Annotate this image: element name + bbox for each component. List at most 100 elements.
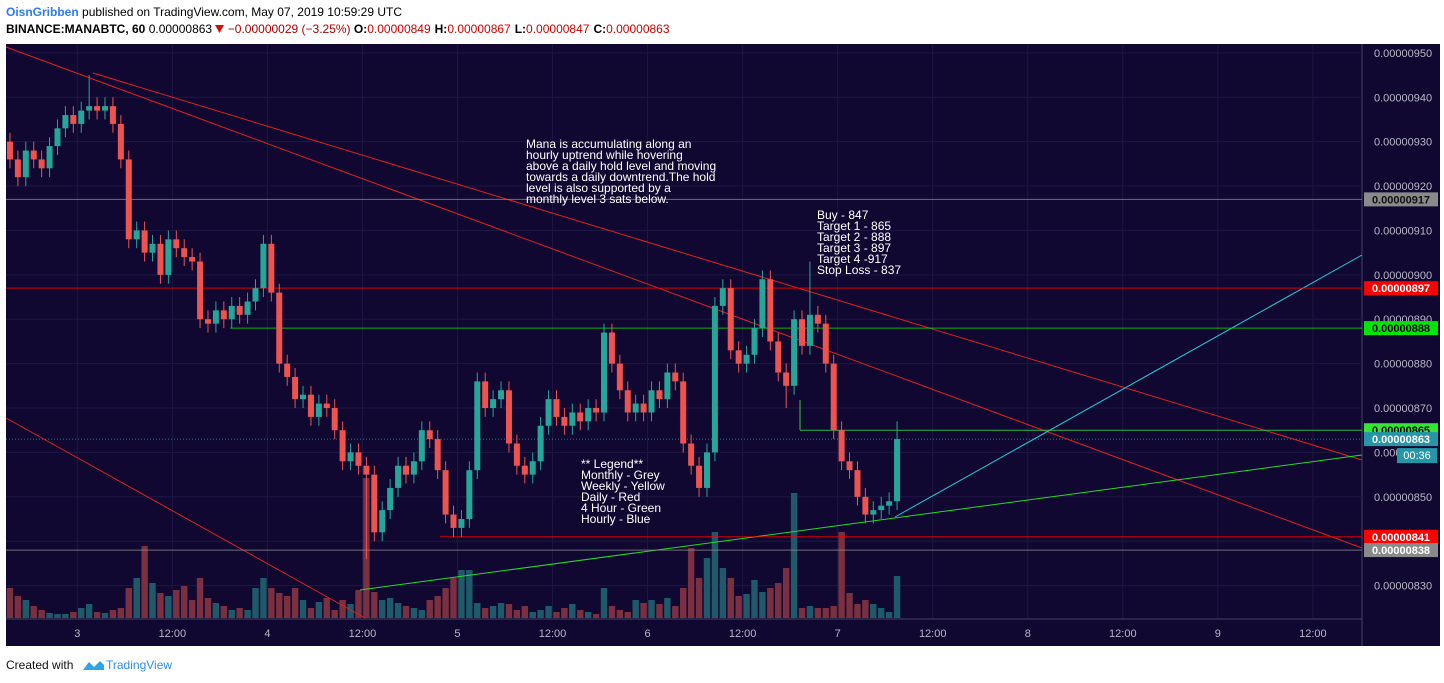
volume-bar: [846, 593, 853, 618]
candle-body: [585, 408, 592, 422]
candle-body: [30, 150, 37, 160]
volume-bar: [735, 596, 742, 618]
drawings: [5, 46, 1363, 619]
candle-body: [806, 314, 813, 346]
volume-bar: [458, 570, 465, 618]
y-tick-label: 0.00000830: [1374, 581, 1432, 593]
candle-body: [767, 279, 774, 342]
candle-body: [569, 412, 576, 426]
volume-bar: [260, 578, 267, 618]
volume-bar: [695, 578, 703, 618]
volume-bar: [14, 596, 22, 618]
candle-body: [22, 150, 29, 178]
candle-body: [70, 115, 77, 124]
candle-body: [315, 403, 322, 417]
price-label: 0.00000897: [1372, 283, 1430, 295]
volume-bar: [751, 580, 758, 618]
y-tick-label: 0.00000920: [1374, 181, 1432, 193]
candle-body: [529, 461, 536, 475]
candle-body: [680, 381, 687, 444]
volume-bar: [315, 602, 323, 618]
candle-body: [402, 465, 409, 475]
price-label-box: [1364, 192, 1438, 207]
candle-body: [260, 243, 267, 289]
x-tick-label: 12:00: [919, 628, 947, 640]
candle-body: [553, 399, 560, 417]
candle-body: [268, 243, 275, 293]
volume-bar: [109, 610, 117, 618]
volume-bar: [577, 610, 584, 618]
volume-bar: [584, 612, 592, 618]
candle-body: [395, 465, 402, 488]
note-line: Target 3 - 897: [817, 241, 891, 255]
note-line: towards a daily downtrend.The hold: [526, 170, 715, 184]
x-tick-label: 7: [835, 628, 841, 640]
volume-bar: [545, 606, 552, 618]
volume-bar: [62, 614, 69, 618]
candle-body: [775, 341, 782, 373]
ohlc-value: 0.00000863: [606, 22, 670, 36]
candle-body: [783, 372, 790, 386]
candle-body: [474, 381, 481, 471]
published: published on TradingView.com, May 07, 20…: [82, 5, 403, 19]
volume-bar: [133, 578, 140, 618]
candle-body: [466, 470, 473, 520]
levels: [6, 198, 1362, 551]
candle-body: [513, 443, 520, 466]
volume-bar: [632, 600, 639, 618]
volume-bar: [505, 604, 513, 618]
candle-body: [624, 390, 631, 413]
volume-bar: [537, 610, 544, 618]
trend-line: [894, 254, 1363, 518]
candle-body: [434, 439, 441, 471]
volume-bar: [323, 598, 330, 618]
candle-body: [355, 452, 362, 466]
y-tick-label: 0.00000850: [1374, 492, 1432, 504]
volume-bar: [394, 603, 402, 618]
volume-bar: [38, 610, 45, 618]
volume-bar: [640, 603, 647, 618]
ohlc-value: 0.00000867: [447, 22, 511, 36]
candle-body: [688, 443, 695, 466]
volume-bar: [212, 603, 220, 618]
volume-bar: [244, 610, 251, 618]
price-label: 0.00000917: [1372, 194, 1430, 206]
volume-bar: [561, 608, 568, 618]
x-tick-label: 4: [264, 628, 270, 640]
volume-bar: [276, 593, 283, 618]
countdown: 00:36: [1403, 450, 1431, 462]
candle-body: [54, 128, 61, 147]
candle-body: [656, 390, 663, 400]
note-line: Stop Loss - 837: [817, 263, 901, 277]
candle-body: [846, 461, 853, 471]
x-tick-label: 3: [74, 628, 80, 640]
volume-bar: [30, 606, 37, 618]
brand[interactable]: TradingView: [106, 658, 172, 672]
countdown-box: [1397, 448, 1437, 464]
last-price: 0.00000863: [148, 22, 213, 36]
author[interactable]: OisnGribben: [6, 5, 79, 19]
volume-bar: [331, 610, 338, 618]
volume-bar: [22, 600, 30, 618]
candle-body: [86, 106, 93, 111]
symbol: BINANCE:MANABTC, 60: [6, 22, 146, 36]
y-tick-label: 0.00000930: [1374, 137, 1432, 149]
volume-bar: [181, 586, 188, 618]
volume-bar: [188, 600, 196, 618]
candle-body: [141, 230, 148, 253]
candle-body: [442, 470, 449, 515]
candle-body: [292, 376, 299, 400]
volume-bar: [371, 592, 378, 618]
candle-body: [133, 230, 140, 240]
candle-body: [236, 305, 243, 315]
price-label: 0.00000841: [1372, 532, 1430, 544]
volume-bar: [220, 606, 228, 618]
candle-body: [505, 390, 512, 444]
candle-body: [220, 310, 227, 320]
candle-body: [149, 243, 156, 253]
volume-bar: [885, 612, 893, 618]
candle-body: [854, 470, 861, 497]
candle-body: [14, 159, 21, 178]
